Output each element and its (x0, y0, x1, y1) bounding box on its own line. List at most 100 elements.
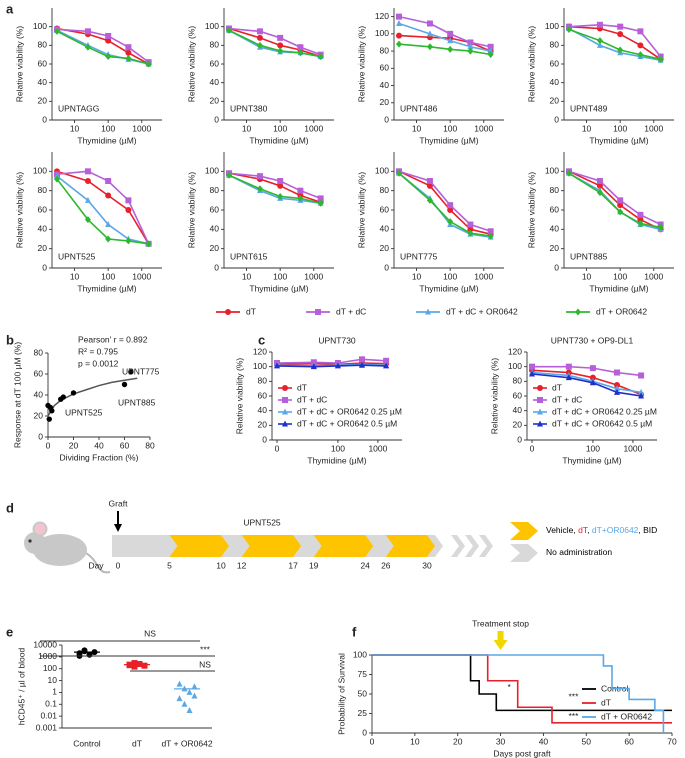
day-label: 26 (381, 560, 391, 570)
y-tick-label: 120 (508, 346, 522, 356)
chart-title: UPNT730 (318, 335, 356, 345)
legend-label: dT + dC + OR0642 (446, 306, 518, 316)
y-tick-label: 10000 (33, 639, 57, 649)
x-tick-label: 40 (539, 736, 549, 746)
treatment-period (241, 535, 302, 557)
y-tick-label: 20 (550, 243, 560, 253)
legend-text: No administration (546, 547, 612, 557)
marker (105, 192, 112, 199)
chevron (479, 535, 493, 557)
panel-label: c (258, 332, 265, 347)
x-axis-label: Thymidine (µM) (589, 283, 648, 293)
y-tick-label: 75 (358, 669, 368, 679)
point (60, 394, 66, 400)
marker (334, 362, 341, 369)
point-label: UPNT885 (118, 397, 156, 407)
y-tick-label: 120 (253, 346, 267, 356)
point (49, 408, 55, 414)
y-tick-label: 0 (554, 262, 559, 272)
legend-label: dT + dC (552, 394, 582, 404)
y-tick-label: 20 (210, 243, 220, 253)
series-line (568, 170, 661, 231)
timeline-label: UPNT525 (243, 517, 281, 527)
marker (537, 420, 543, 427)
x-axis-label: Thymidine (µM) (249, 135, 308, 145)
y-tick-label: 80 (550, 185, 560, 195)
marker (426, 30, 433, 37)
x-tick-label: 10 (412, 123, 422, 133)
day-label: 24 (360, 560, 370, 570)
y-axis-label: Relative viability (%) (186, 26, 196, 103)
y-tick-label: 60 (550, 204, 560, 214)
marker (54, 175, 60, 183)
x-tick-label: 60 (120, 440, 130, 450)
marker (396, 20, 402, 27)
marker (487, 51, 494, 59)
marker (467, 39, 474, 46)
y-tick-label: 60 (34, 368, 44, 378)
legend-label: dT + OR0642 (596, 306, 647, 316)
y-tick-label: 40 (38, 224, 48, 234)
panel-label: d (6, 500, 14, 515)
x-tick-label: dT (132, 738, 142, 748)
chart-title: UPNT486 (400, 103, 438, 113)
x-tick-label: 1000 (474, 123, 493, 133)
marker (617, 31, 624, 38)
x-tick-label: 0 (370, 736, 375, 746)
marker (447, 207, 454, 213)
x-tick-label: 10 (242, 271, 252, 281)
y-tick-label: 0 (362, 727, 367, 737)
chart-title: UPNT615 (230, 251, 268, 261)
marker (105, 53, 112, 61)
marker (105, 235, 112, 243)
y-tick-label: 40 (550, 77, 560, 87)
x-axis-label: Days post graft (493, 748, 551, 758)
y-tick-label: 0 (214, 262, 219, 272)
marker (141, 662, 148, 669)
y-tick-label: 80 (210, 40, 220, 50)
marker (426, 43, 433, 51)
marker (125, 197, 132, 204)
point-label: UPNT775 (122, 366, 160, 376)
marker (125, 237, 132, 245)
marker (282, 420, 288, 427)
marker (176, 680, 183, 687)
y-tick-label: 25 (358, 708, 368, 718)
marker (81, 647, 88, 654)
legend-label: dT + dC + OR0642 0.25 µM (552, 406, 657, 416)
marker (256, 173, 263, 180)
panel-label: a (6, 1, 14, 16)
marker (145, 240, 152, 248)
marker (589, 365, 596, 372)
treatment-period (169, 535, 229, 557)
marker (297, 194, 304, 202)
marker (637, 220, 644, 228)
marker (657, 223, 664, 231)
series-line (398, 170, 491, 233)
treatment-period (313, 535, 374, 557)
marker (447, 30, 454, 37)
day-label: 17 (288, 560, 298, 570)
y-tick-label: 20 (550, 96, 560, 106)
chart-title: UPNT380 (230, 103, 268, 113)
y-tick-label: 100 (33, 21, 47, 31)
y-tick-label: 100 (205, 21, 219, 31)
marker (310, 363, 317, 370)
chevron (465, 535, 479, 557)
marker (282, 385, 288, 391)
legend-segment: dT+OR0642 (592, 525, 639, 535)
marker (297, 49, 304, 57)
y-axis-label: Relative viability (%) (489, 358, 499, 435)
marker (529, 370, 535, 377)
marker (84, 168, 91, 175)
legend-segment: , BID (638, 525, 657, 535)
marker (256, 185, 263, 193)
chart-title: UPNT730 + OP9-DL1 (551, 335, 634, 345)
marker (589, 374, 596, 381)
marker (317, 199, 324, 207)
marker (426, 20, 433, 27)
marker (256, 34, 263, 41)
marker (84, 178, 91, 184)
x-tick-label: 100 (331, 443, 345, 453)
